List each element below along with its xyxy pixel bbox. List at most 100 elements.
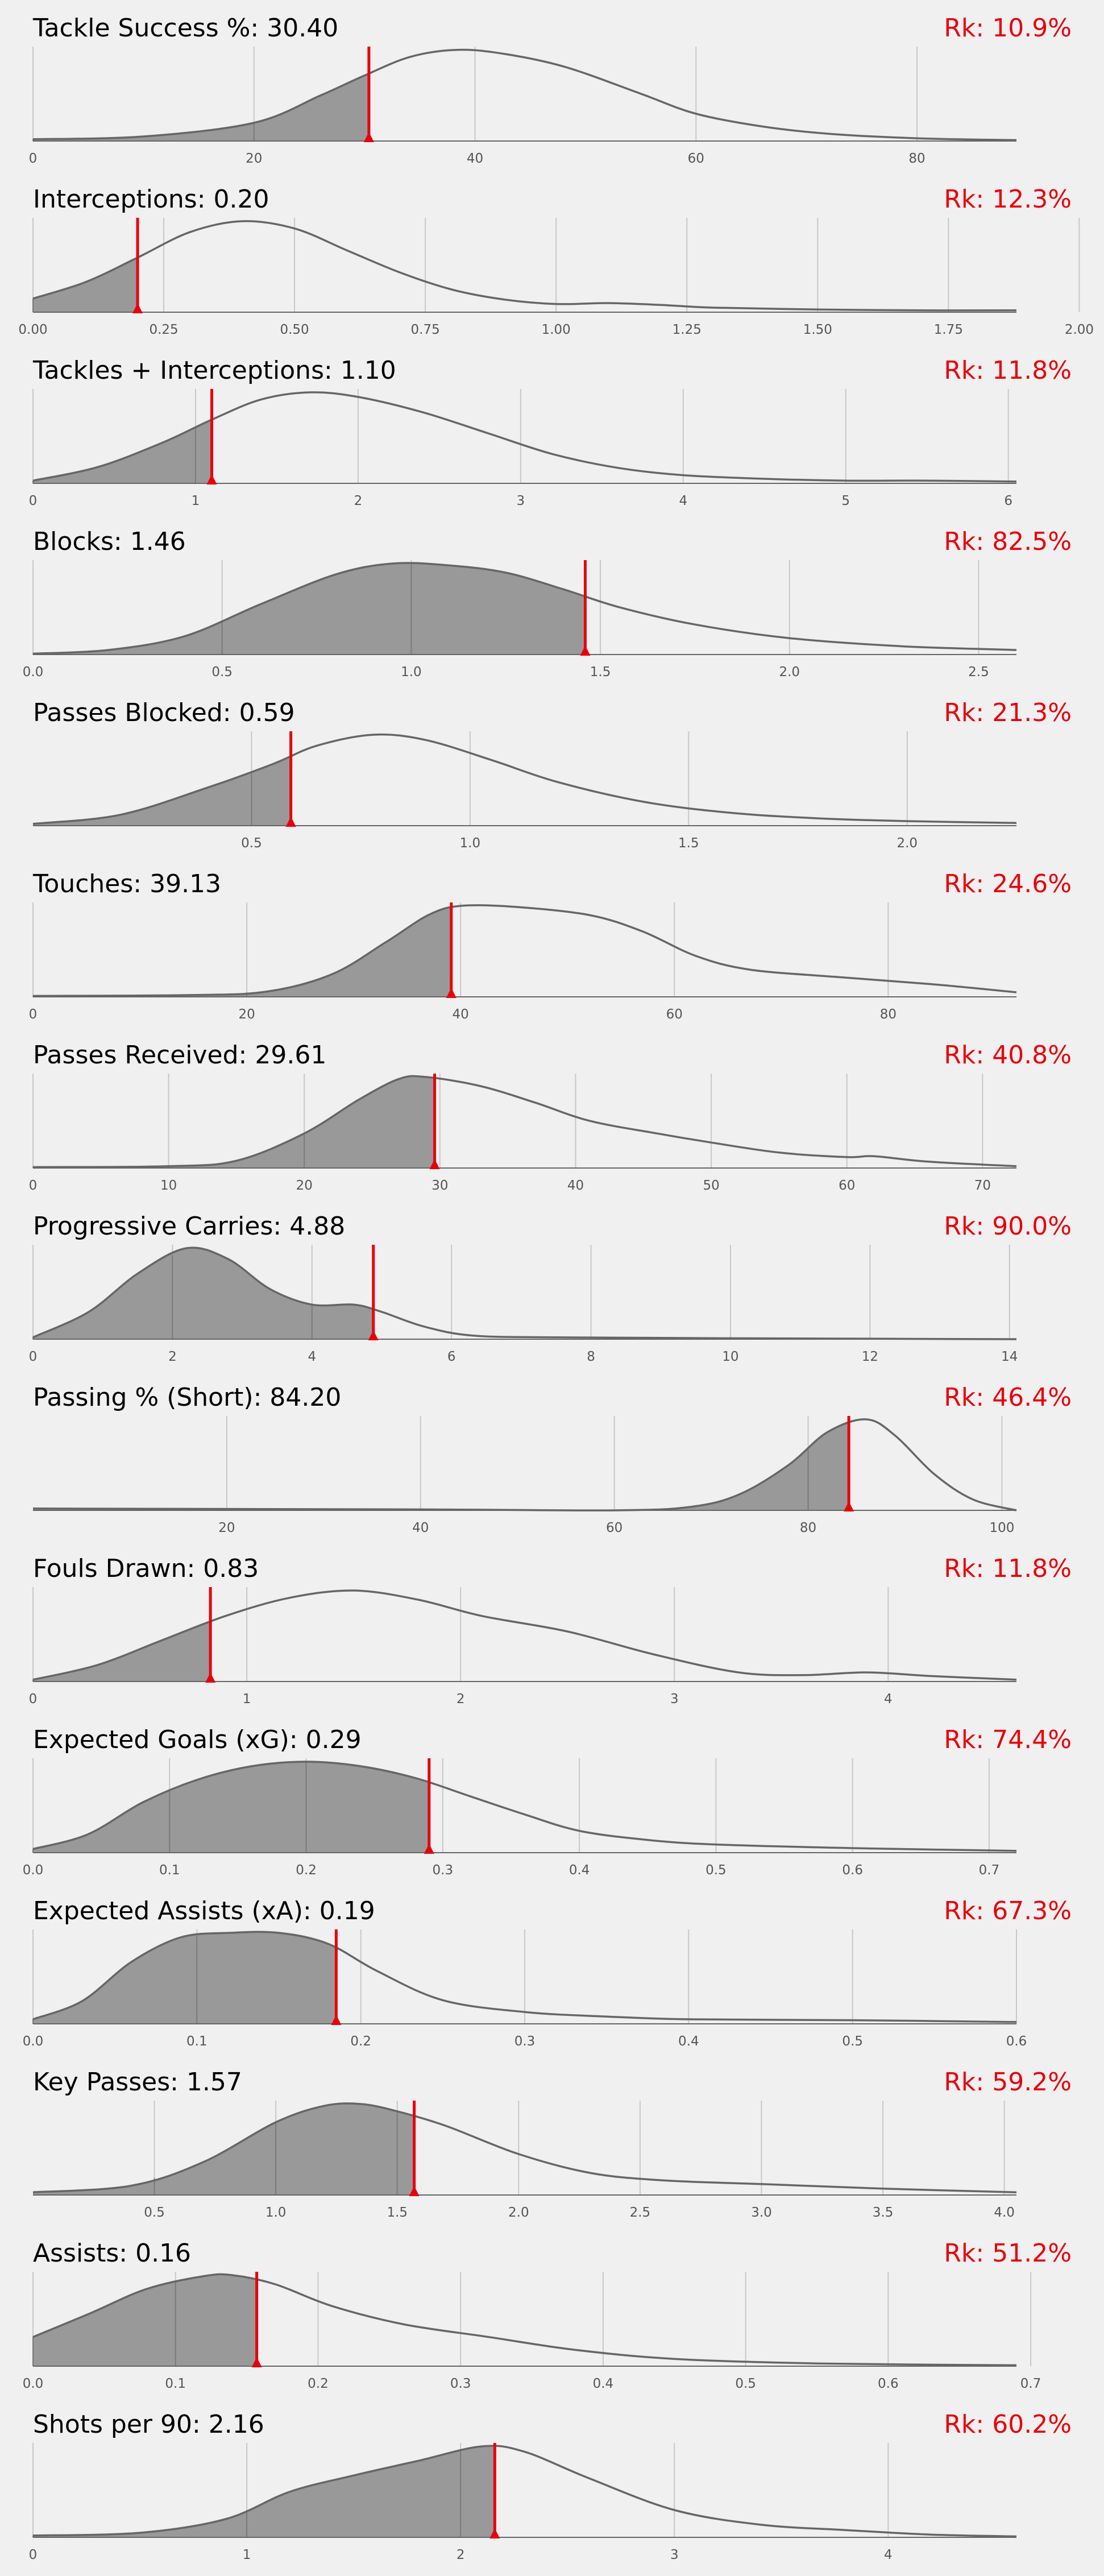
tick-label: 0 [29,1692,38,1707]
value-marker-triangle [132,303,143,313]
tick-label: 0.00 [18,322,47,337]
tick-label: 0.3 [450,2376,471,2391]
rank-label: Rk: 51.2% [944,2239,1072,2268]
rank-label: Rk: 60.2% [944,2410,1072,2439]
tick-label: 0.3 [433,1863,454,1878]
panel-shots-per-90: 0 1 2 3 4 Shots per 90: 2.16 Rk: 60.2% [29,2410,1072,2562]
tick-label: 70 [974,1178,991,1193]
tick-label: 0.5 [144,2205,165,2220]
tick-label: 0.2 [308,2376,329,2391]
tick-label: 0 [29,494,38,508]
tick-label: 60 [688,151,704,166]
tick-label: 0.75 [411,322,440,337]
tick-label: 3.5 [873,2205,894,2220]
tick-label: 6 [1004,494,1012,508]
tick-label: 50 [703,1178,719,1193]
tick-label: 4 [679,494,687,508]
tick-label: 0.4 [678,2034,699,2049]
density-shaded-area [33,756,291,826]
tick-label: 1.0 [265,2205,287,2220]
value-marker-triangle [844,1501,854,1511]
panel-title: Passes Blocked: 0.59 [33,698,295,727]
tick-label: 0.5 [241,836,262,851]
tick-label: 40 [453,1007,469,1022]
tick-label: 3.0 [751,2205,772,2220]
value-marker-triangle [424,1844,434,1854]
tick-label: 3 [670,2548,679,2562]
panel-title: Tackle Success %: 30.40 [32,14,338,43]
panel-assists: 0.0 0.1 0.2 0.3 0.4 0.5 0.6 0.7 Assists: 0.16 Rk:… [23,2239,1072,2391]
tick-label: 1 [243,2548,251,2562]
tick-label: 1 [192,494,200,508]
tick-label: 0.6 [878,2376,899,2391]
panel-title: Passes Received: 29.61 [33,1041,326,1070]
value-marker-triangle [205,1672,216,1683]
density-shaded-area [33,1422,849,1511]
density-shaded-area [33,907,451,997]
panel-expected-goals-xg: 0.0 0.1 0.2 0.3 0.4 0.5 0.6 0.7 Expected Goals (… [23,1725,1072,1878]
tick-label: 4 [884,1692,893,1707]
tick-label: 3 [517,494,525,508]
tick-label: 0 [29,1349,38,1364]
tick-label: 0.1 [159,1863,180,1878]
tick-label: 1.5 [678,836,699,851]
tick-label: 5 [841,494,850,508]
tick-label: 0.7 [1020,2376,1041,2391]
tick-label: 80 [800,1521,816,1535]
tick-label: 10 [160,1178,177,1193]
density-curve [32,2273,1017,2367]
panel-passes-blocked: 0.5 1.0 1.5 2.0 Passes Blocked: 0.59 Rk: 21.3… [32,698,1072,851]
tick-label: 2.0 [897,836,918,851]
tick-label: 0.7 [979,1863,1000,1878]
tick-label: 1.0 [460,836,481,851]
density-shaded-area [33,2446,495,2537]
tick-label: 0.0 [23,665,44,680]
tick-label: 12 [862,1349,878,1364]
tick-label: 1 [243,1692,251,1707]
rank-label: Rk: 90.0% [944,1212,1072,1241]
density-curve [32,1589,1017,1681]
tick-label: 0.0 [23,2376,44,2391]
tick-label: 0.50 [280,322,309,337]
tick-label: 20 [246,151,262,166]
tick-label: 0.6 [1006,2034,1027,2049]
rank-label: Rk: 67.3% [944,1896,1072,1925]
panel-title: Tackles + Interceptions: 1.10 [32,356,396,385]
rank-label: Rk: 59.2% [944,2068,1072,2097]
density-curve [32,48,1017,142]
tick-label: 0 [29,1007,38,1022]
tick-label: 80 [908,151,925,166]
value-marker-triangle [285,817,296,827]
density-curve [32,1931,1017,2023]
tick-label: 0.5 [842,2034,863,2049]
density-shaded-area [33,73,369,141]
tick-label: 1.50 [803,322,832,337]
tick-label: 1.00 [542,322,571,337]
panel-title: Assists: 0.16 [33,2239,191,2268]
panel-expected-assists-xa: 0.0 0.1 0.2 0.3 0.4 0.5 0.6 Expected Assists (x… [23,1896,1072,2049]
panel-title: Fouls Drawn: 0.83 [33,1554,259,1583]
tick-label: 30 [431,1178,448,1193]
density-curve [32,733,1017,825]
density-shaded-area [33,1076,435,1168]
tick-label: 40 [467,151,483,166]
tick-label: 0.5 [705,1863,727,1878]
value-marker-triangle [429,1159,440,1169]
rank-label: Rk: 11.8% [944,1554,1072,1583]
density-shaded-area [33,1621,211,1682]
tick-label: 2 [168,1349,177,1364]
tick-label: 60 [839,1178,855,1193]
value-marker-triangle [206,474,217,484]
panel-title: Passing % (Short): 84.20 [33,1383,341,1412]
tick-label: 60 [606,1521,622,1535]
panel-fouls-drawn: 0 1 2 3 4 Fouls Drawn: 0.83 Rk: 11.8% [29,1554,1072,1707]
panel-title: Blocks: 1.46 [33,527,186,556]
tick-label: 2.5 [968,665,989,680]
tick-label: 0 [29,2548,38,2562]
panel-tackle-success: 0 20 40 60 80 Tackle Success %: 30.40 Rk: 10.9… [29,14,1072,166]
tick-label: 4.0 [994,2205,1015,2220]
density-curve [32,904,1017,997]
tick-label: 2 [456,2548,465,2562]
tick-label: 1.75 [934,322,963,337]
